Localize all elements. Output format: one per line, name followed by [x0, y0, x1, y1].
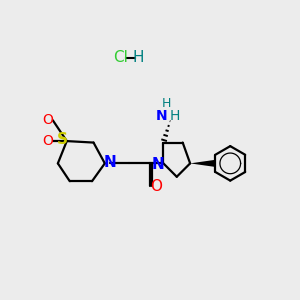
Text: O: O	[42, 134, 53, 148]
Polygon shape	[190, 160, 215, 167]
Text: H: H	[132, 50, 144, 65]
Text: N: N	[156, 109, 168, 123]
Text: N: N	[152, 157, 164, 172]
Text: S: S	[57, 132, 68, 147]
Text: N: N	[103, 155, 116, 170]
Text: H: H	[162, 97, 171, 110]
Text: H: H	[169, 109, 180, 123]
Text: Cl: Cl	[113, 50, 128, 65]
Text: O: O	[42, 113, 53, 127]
Text: O: O	[151, 179, 163, 194]
